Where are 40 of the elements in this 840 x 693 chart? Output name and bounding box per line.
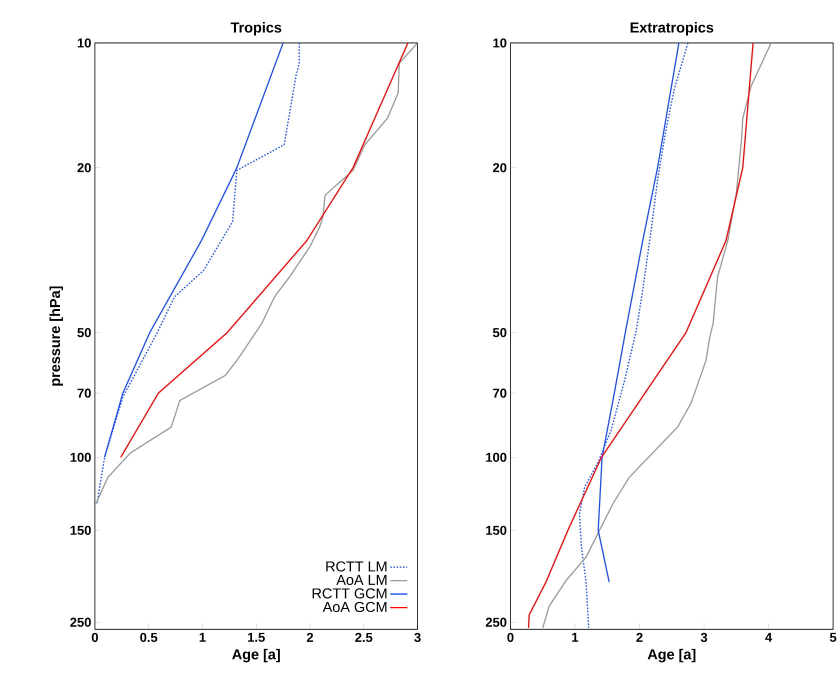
y-tick-label: 100: [70, 452, 91, 462]
x-tick-label: 1: [200, 632, 206, 642]
legend-label: AoA LM: [336, 574, 386, 585]
y-tick-label: 10: [493, 38, 506, 48]
y-tick-label: 70: [493, 388, 506, 398]
x-tick-label: 2.5: [355, 632, 372, 642]
y-tick-label: 150: [486, 526, 506, 535]
y-tick-label: 250: [486, 618, 506, 627]
x-tick-label: 3: [700, 632, 708, 642]
y-tick-label: 150: [70, 526, 91, 535]
x-tick-label: 2: [306, 632, 314, 642]
legend-label: AoA GCM: [322, 602, 386, 612]
y-tick-label: 50: [77, 328, 91, 338]
y-tick-label: 20: [77, 162, 91, 172]
x-axis-title: Age [a]: [648, 648, 696, 662]
x-tick-label: 4: [765, 632, 772, 642]
x-tick-label: 2: [636, 632, 643, 642]
chart-title: Extratropics: [630, 22, 714, 36]
x-tick-label: 5: [830, 632, 836, 642]
line-series: [95, 42, 418, 504]
legend-label: RCTT GCM: [312, 588, 386, 598]
y-tick-label: 250: [70, 618, 91, 627]
x-tick-label: 0: [507, 632, 514, 642]
legend-label: RCTT LM: [326, 561, 386, 572]
line-series: [96, 42, 300, 504]
y-tick-label: 100: [486, 452, 506, 462]
line-series: [120, 42, 409, 458]
y-tick-label: 50: [492, 328, 506, 338]
chart-title: Tropics: [230, 22, 282, 36]
y-tick-label: 20: [492, 162, 506, 172]
y-tick-label: 10: [78, 38, 91, 48]
x-tick-label: 1.5: [248, 632, 265, 642]
x-tick-label: 0.5: [140, 632, 158, 642]
x-tick-label: 3: [414, 632, 421, 642]
line-series: [578, 42, 689, 628]
x-tick-label: 1: [572, 632, 578, 642]
y-tick-label: 70: [78, 388, 91, 398]
x-tick-label: 0: [92, 632, 98, 642]
y-axis-title: pressure [hPa]: [50, 286, 63, 386]
x-axis-title: Age [a]: [232, 648, 280, 662]
